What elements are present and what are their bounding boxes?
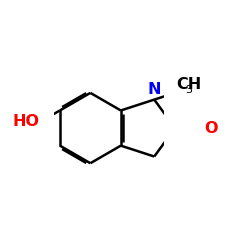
Text: 3: 3: [185, 85, 192, 95]
Text: O: O: [204, 120, 218, 136]
Text: CH: CH: [176, 76, 202, 92]
Text: N: N: [148, 82, 161, 97]
Text: HO: HO: [12, 114, 39, 129]
